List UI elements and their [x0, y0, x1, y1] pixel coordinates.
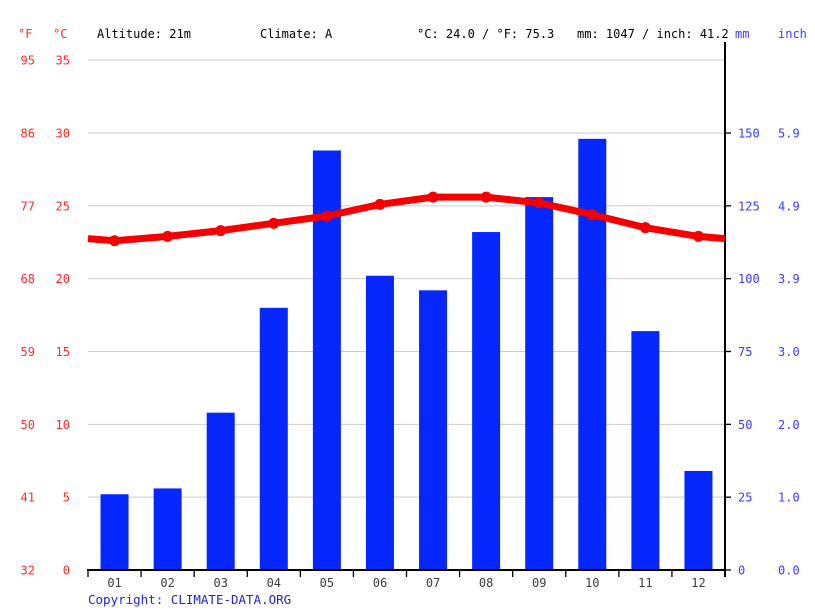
month-label-11: 11 — [638, 576, 652, 590]
c-tick-label: 30 — [56, 127, 70, 141]
altitude-info: Altitude: 21m — [97, 27, 191, 41]
inch-tick-label: 3.0 — [778, 345, 800, 359]
mm-axis-title: mm — [735, 27, 750, 41]
month-label-06: 06 — [373, 576, 387, 590]
f-tick-label: 59 — [21, 345, 35, 359]
inch-tick-label: 4.9 — [778, 199, 800, 213]
month-label-07: 07 — [426, 576, 440, 590]
f-tick-label: 41 — [21, 491, 35, 505]
c-tick-label: 10 — [56, 418, 70, 432]
month-label-01: 01 — [107, 576, 121, 590]
inch-tick-label: 5.9 — [778, 127, 800, 141]
temperature-point-10 — [586, 209, 598, 221]
month-label-04: 04 — [267, 576, 281, 590]
precipitation-bar-12 — [684, 470, 713, 570]
month-label-05: 05 — [320, 576, 334, 590]
temperature-point-12 — [692, 230, 704, 242]
copyright: Copyright: CLIMATE-DATA.ORG — [88, 592, 291, 607]
precipitation-bar-04 — [259, 307, 288, 570]
precipitation-bar-08 — [472, 232, 501, 570]
f-tick-label: 77 — [21, 199, 35, 213]
precipitation-bar-09 — [525, 197, 554, 571]
mm-tick-label: 50 — [738, 418, 752, 432]
c-tick-label: 35 — [56, 54, 70, 68]
inch-tick-label: 1.0 — [778, 491, 800, 505]
temperature-point-09 — [533, 197, 545, 209]
month-label-03: 03 — [213, 576, 227, 590]
annual-precip-info: mm: 1047 / inch: 41.2 — [577, 27, 729, 41]
f-tick-label: 50 — [21, 418, 35, 432]
mm-tick-label: 125 — [738, 199, 760, 213]
f-tick-label: 86 — [21, 127, 35, 141]
c-tick-label: 5 — [63, 491, 70, 505]
copyright-prefix: Copyright: — [88, 592, 171, 607]
temperature-point-01 — [109, 235, 121, 247]
temperature-point-08 — [480, 191, 492, 203]
temperature-point-03 — [215, 225, 227, 237]
avg-temperature-info: °C: 24.0 / °F: 75.3 — [417, 27, 555, 41]
fahrenheit-axis-title: °F — [18, 27, 33, 41]
f-tick-label: 68 — [21, 272, 35, 286]
precipitation-bar-02 — [153, 488, 182, 570]
temperature-line — [87, 193, 726, 245]
precipitation-bar-01 — [100, 494, 129, 570]
mm-tick-label: 25 — [738, 491, 752, 505]
celsius-axis-title: °C — [53, 27, 68, 41]
inch-axis-title: inch — [778, 27, 807, 41]
inch-tick-label: 2.0 — [778, 418, 800, 432]
c-tick-label: 20 — [56, 272, 70, 286]
temperature-point-07 — [427, 191, 439, 203]
temperature-point-06 — [374, 198, 386, 210]
c-tick-label: 0 — [63, 564, 70, 578]
inch-tick-label: 0.0 — [778, 564, 800, 578]
precipitation-bar-11 — [631, 331, 660, 570]
temperature-point-05 — [321, 210, 333, 222]
precipitation-bar-07 — [419, 290, 448, 570]
f-tick-label: 32 — [21, 564, 35, 578]
precipitation-bar-06 — [365, 275, 394, 570]
mm-tick-label: 0 — [738, 564, 745, 578]
month-label-02: 02 — [160, 576, 174, 590]
precipitation-bar-03 — [206, 412, 235, 570]
temperature-point-02 — [162, 230, 174, 242]
month-label-08: 08 — [479, 576, 493, 590]
month-label-10: 10 — [585, 576, 599, 590]
mm-tick-label: 75 — [738, 345, 752, 359]
c-tick-label: 25 — [56, 199, 70, 213]
month-label-09: 09 — [532, 576, 546, 590]
f-tick-label: 95 — [21, 54, 35, 68]
mm-tick-label: 150 — [738, 127, 760, 141]
mm-tick-label: 100 — [738, 272, 760, 286]
climate-data-org-link[interactable]: CLIMATE-DATA.ORG — [170, 592, 292, 607]
precipitation-bar-10 — [578, 138, 607, 570]
c-tick-label: 15 — [56, 345, 70, 359]
temperature-point-11 — [639, 222, 651, 234]
climate-zone-info: Climate: A — [260, 27, 333, 41]
inch-tick-label: 3.9 — [778, 272, 800, 286]
month-label-12: 12 — [691, 576, 705, 590]
temperature-point-04 — [268, 217, 280, 229]
